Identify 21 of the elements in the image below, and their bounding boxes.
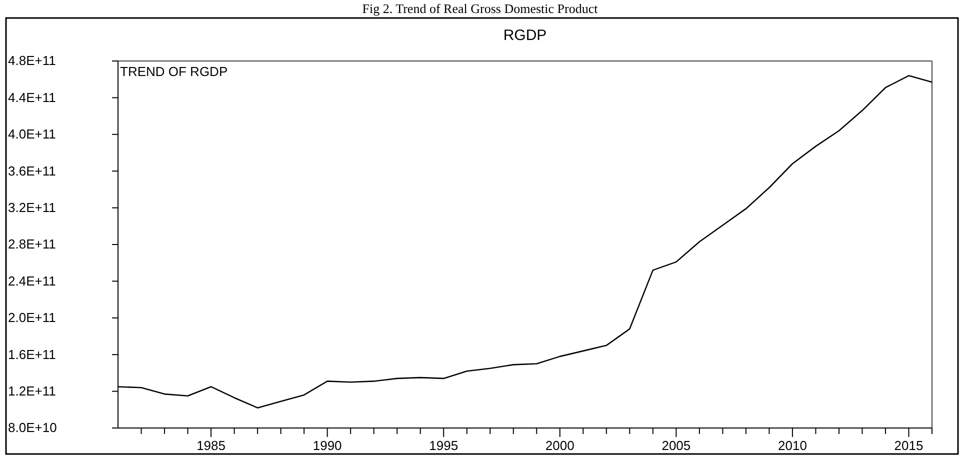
y-tick-label: 4.0E+11 [8,126,56,142]
y-tick-label: 4.4E+11 [8,90,56,105]
x-tick-label: 1995 [429,438,458,453]
y-tick-label: 3.2E+11 [8,200,56,215]
y-tick-label: 3.6E+11 [8,163,56,178]
annotation: TREND OF RGDP [120,64,228,79]
y-tick-label: 1.2E+11 [8,383,56,398]
caption: Fig 2. Trend of Real Gross Domestic Product [362,1,598,16]
chart-title: RGDP [503,27,547,44]
y-tick-label: 1.6E+11 [8,346,56,362]
x-tick-label: 1985 [196,438,226,453]
x-tick-label: 2000 [545,438,574,453]
x-tick-label: 2015 [894,438,924,453]
x-tick-label: 1990 [312,438,342,453]
x-tick-label: 2010 [778,438,807,453]
x-tick-label: 2005 [662,438,691,453]
y-tick-label: 8.0E+10 [8,420,57,436]
y-tick-label: 2.0E+11 [8,310,56,326]
y-tick-label: 2.4E+11 [8,273,56,288]
y-tick-label: 2.8E+11 [8,236,56,252]
y-tick-label: 4.8E+11 [8,53,56,68]
